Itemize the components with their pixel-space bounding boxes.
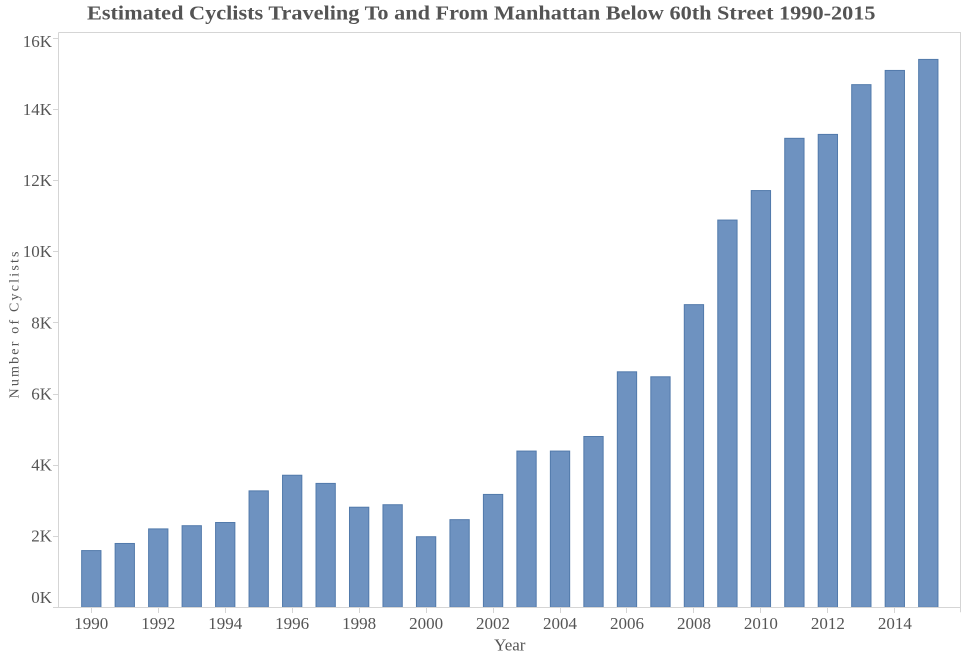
svg-text:2006: 2006 — [610, 614, 644, 633]
svg-text:8K: 8K — [31, 313, 53, 332]
svg-text:1990: 1990 — [74, 614, 108, 633]
svg-text:2008: 2008 — [677, 614, 711, 633]
svg-text:Estimated Cyclists Traveling T: Estimated Cyclists Traveling To and From… — [87, 2, 876, 24]
svg-text:1998: 1998 — [342, 614, 376, 633]
svg-text:1994: 1994 — [208, 614, 243, 633]
svg-text:2002: 2002 — [476, 614, 510, 633]
svg-text:Year: Year — [494, 636, 526, 655]
svg-text:2012: 2012 — [811, 614, 845, 633]
svg-text:2K: 2K — [31, 527, 53, 546]
svg-text:Number of Cyclists: Number of Cyclists — [8, 252, 23, 399]
svg-text:2014: 2014 — [878, 614, 913, 633]
svg-text:6K: 6K — [31, 384, 53, 403]
svg-text:2010: 2010 — [744, 614, 778, 633]
svg-text:14K: 14K — [23, 100, 53, 119]
svg-text:4K: 4K — [31, 455, 53, 474]
svg-text:10K: 10K — [23, 242, 53, 261]
svg-text:16K: 16K — [23, 32, 53, 51]
svg-text:1996: 1996 — [275, 614, 309, 633]
svg-text:12K: 12K — [23, 171, 53, 190]
svg-text:2004: 2004 — [543, 614, 578, 633]
svg-text:1992: 1992 — [141, 614, 175, 633]
svg-text:2000: 2000 — [409, 614, 443, 633]
svg-text:0K: 0K — [31, 588, 53, 607]
